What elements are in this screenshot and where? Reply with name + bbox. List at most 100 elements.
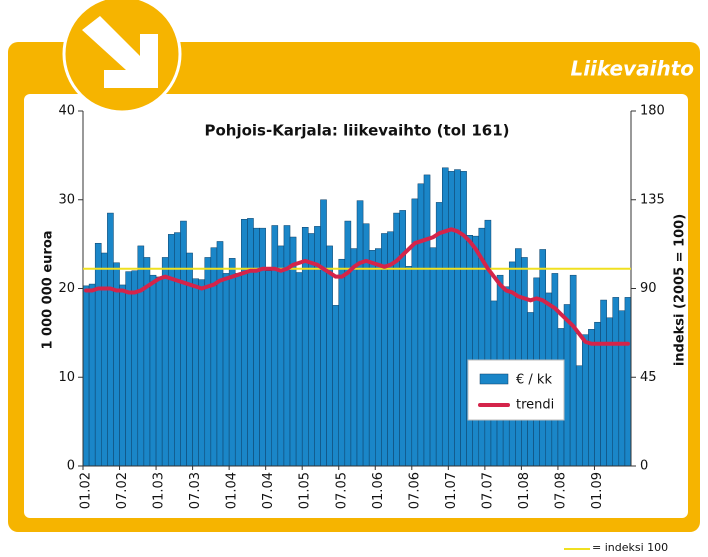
bar — [338, 258, 346, 467]
y-tick-label: 0 — [67, 459, 75, 474]
bar — [271, 225, 279, 467]
x-tick-label: 01.09 — [590, 472, 605, 509]
bar — [429, 247, 437, 467]
bar — [575, 365, 583, 467]
x-tick-label: 07.05 — [334, 472, 349, 509]
bar — [435, 202, 443, 467]
x-tick-label: 07.04 — [261, 472, 276, 509]
logo-arrow — [82, 16, 158, 88]
bar — [539, 249, 547, 467]
y2-tick-label: 45 — [640, 370, 657, 385]
reference-label: = indeksi 100 — [592, 541, 668, 554]
bar — [606, 317, 613, 467]
section-title: Liikevaihto — [570, 57, 694, 81]
y-tick-label: 30 — [58, 192, 75, 207]
x-tick-label: 01.05 — [298, 472, 313, 509]
y-tick-label: 10 — [58, 370, 75, 385]
bar — [612, 297, 620, 467]
bar — [624, 297, 632, 467]
bar — [234, 273, 242, 467]
bar — [216, 241, 224, 467]
bar — [155, 276, 163, 467]
bar — [94, 242, 102, 467]
bar — [582, 334, 589, 467]
y-axis-label: 1 000 000 euroa — [41, 230, 56, 349]
bar — [332, 305, 339, 467]
bar — [411, 198, 419, 467]
legend-label: € / kk — [516, 373, 552, 388]
y2-tick-label: 135 — [640, 192, 665, 207]
y2-tick-label: 0 — [640, 459, 648, 474]
y-tick-label: 40 — [58, 104, 75, 119]
x-tick-label: 07.06 — [407, 472, 422, 509]
x-tick-label: 01.06 — [371, 472, 386, 509]
bar — [161, 257, 169, 467]
bar — [180, 220, 187, 467]
bar — [356, 200, 364, 467]
x-tick-label: 07.02 — [115, 472, 130, 509]
bar — [88, 283, 96, 467]
bar — [472, 235, 480, 467]
bar — [259, 227, 266, 467]
bar — [448, 171, 455, 467]
bar — [405, 266, 413, 467]
bar — [131, 270, 139, 467]
bar — [247, 218, 254, 467]
bar — [125, 271, 132, 467]
bar — [241, 219, 248, 467]
bar — [283, 225, 291, 467]
bar — [265, 270, 273, 467]
bar — [174, 232, 181, 467]
bar — [393, 212, 400, 467]
legend — [467, 359, 565, 421]
bar — [101, 252, 108, 467]
x-tick-label: 07.03 — [188, 472, 203, 509]
bar — [82, 285, 90, 467]
trend-line — [84, 227, 630, 346]
legend-label: trendi — [516, 398, 554, 413]
bar — [295, 272, 303, 467]
bar — [277, 245, 285, 467]
bar — [107, 212, 114, 467]
bar — [484, 219, 492, 467]
bar — [399, 210, 406, 467]
bar — [137, 245, 145, 467]
bar — [588, 329, 595, 467]
x-tick-label: 01.07 — [444, 472, 459, 509]
bar — [515, 248, 522, 467]
x-tick-label: 07.08 — [553, 472, 568, 509]
bar — [113, 262, 120, 467]
bar — [368, 250, 376, 467]
bar — [326, 245, 333, 467]
bar — [600, 299, 607, 467]
x-tick-label: 01.03 — [152, 472, 167, 509]
bar — [563, 304, 571, 467]
bar — [350, 248, 358, 467]
y2-axis-label: indeksi (2005 = 100) — [673, 214, 688, 366]
bar — [466, 235, 473, 467]
bar — [192, 278, 199, 467]
bar — [417, 183, 425, 467]
bar — [289, 236, 297, 467]
bar — [119, 284, 126, 467]
bar — [210, 247, 218, 467]
bar — [375, 248, 382, 467]
bar — [222, 273, 230, 467]
y2-tick-label: 90 — [640, 281, 657, 296]
chart-title: Pohjois-Karjala: liikevaihto (tol 161) — [204, 122, 509, 140]
bar — [228, 258, 236, 467]
bar — [198, 279, 206, 467]
x-tick-label: 07.07 — [480, 472, 495, 509]
bar — [149, 274, 157, 467]
bar — [569, 274, 577, 467]
bar — [253, 227, 260, 467]
y-tick-label: 20 — [58, 281, 75, 296]
bar — [423, 174, 431, 467]
x-tick-label: 01.02 — [79, 472, 94, 509]
legend-swatch — [479, 373, 509, 385]
bar — [460, 171, 467, 467]
bar — [454, 169, 461, 467]
x-tick-label: 01.04 — [225, 472, 240, 509]
bar — [441, 167, 449, 467]
